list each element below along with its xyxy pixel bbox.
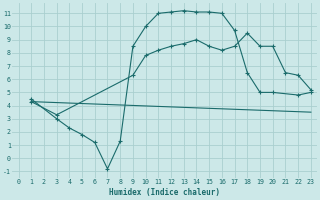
X-axis label: Humidex (Indice chaleur): Humidex (Indice chaleur) [109, 188, 220, 197]
